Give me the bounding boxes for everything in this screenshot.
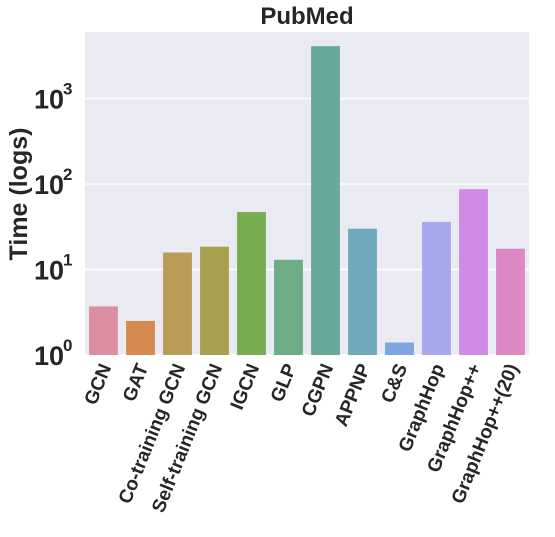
chart-title: PubMed — [260, 3, 353, 30]
x-tick-label: C&S — [378, 361, 413, 406]
bar — [163, 252, 192, 355]
x-tick-label: CGPN — [298, 361, 338, 420]
y-tick-label: 10 — [34, 170, 64, 200]
y-tick-exponent: 3 — [63, 80, 72, 99]
bar — [422, 221, 451, 355]
y-tick-exponent: 0 — [63, 336, 72, 355]
bar — [89, 306, 118, 355]
bar — [311, 46, 340, 356]
bar — [237, 212, 266, 355]
bar — [459, 189, 488, 355]
bar — [126, 320, 155, 355]
x-tick-label: IGCN — [227, 361, 264, 413]
x-tick-label: GCN — [81, 361, 116, 408]
x-tick-label: APPNP — [331, 361, 375, 430]
grid-lines — [85, 97, 529, 356]
y-tick-exponent: 1 — [63, 251, 72, 270]
bar — [200, 246, 229, 355]
x-tick-label: GLP — [267, 361, 301, 405]
plot-background — [85, 32, 529, 355]
bar — [348, 228, 377, 355]
bar — [274, 259, 303, 355]
bar — [496, 248, 525, 355]
x-tick-label: GAT — [119, 361, 153, 405]
y-tick-label: 10 — [34, 256, 64, 286]
y-axis-label: Time (logs) — [5, 128, 33, 261]
y-tick-label: 10 — [34, 85, 64, 115]
bar — [385, 342, 414, 355]
y-tick-exponent: 2 — [63, 165, 72, 184]
y-tick-label: 10 — [34, 341, 64, 371]
bars — [89, 46, 525, 356]
